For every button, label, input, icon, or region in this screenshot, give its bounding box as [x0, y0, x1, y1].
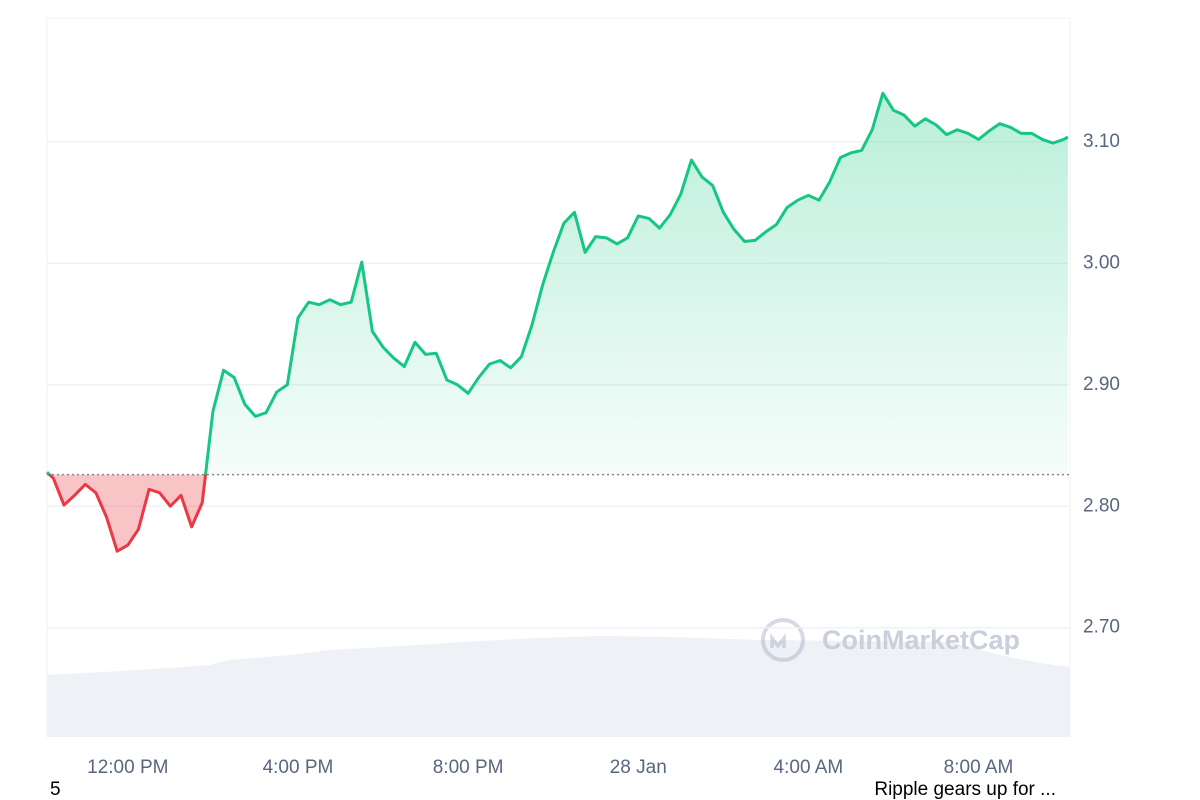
y-tick-label: 2.70 — [1083, 617, 1120, 638]
x-tick-label: 8:00 PM — [433, 757, 504, 778]
watermark: CoinMarketCap — [822, 625, 1020, 655]
y-tick-label: 2.80 — [1083, 495, 1120, 516]
x-tick-label: 12:00 PM — [87, 757, 168, 778]
x-tick-label: 8:00 AM — [944, 757, 1014, 778]
x-tick-label: 28 Jan — [610, 757, 667, 778]
watermark-logo — [761, 618, 805, 662]
price-area — [47, 93, 1068, 552]
x-tick-label: 4:00 AM — [774, 757, 844, 778]
y-tick-label: 3.10 — [1083, 131, 1120, 152]
volume-area — [47, 636, 1070, 737]
y-tick-label: 2.90 — [1083, 374, 1120, 395]
x-tick-label: 4:00 PM — [263, 757, 334, 778]
price-line — [45, 91, 1069, 553]
footer-right: Ripple gears up for ... — [874, 779, 1056, 800]
y-tick-label: 3.00 — [1083, 252, 1120, 273]
footer-left: 5 — [50, 779, 61, 800]
